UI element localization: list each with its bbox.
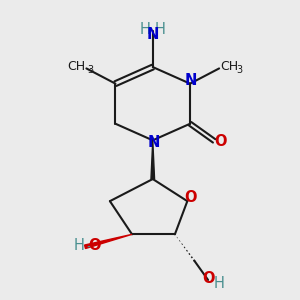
- Text: CH: CH: [220, 60, 238, 73]
- Polygon shape: [151, 140, 154, 179]
- Text: O: O: [214, 134, 226, 149]
- Text: N: N: [185, 73, 197, 88]
- Text: O: O: [202, 271, 215, 286]
- Text: O: O: [89, 238, 101, 253]
- Text: N: N: [147, 27, 159, 42]
- Text: O: O: [184, 190, 196, 205]
- Text: H: H: [140, 22, 151, 37]
- Text: H: H: [155, 22, 166, 37]
- Text: CH: CH: [67, 60, 85, 73]
- Text: H: H: [213, 276, 224, 291]
- Text: -: -: [86, 239, 92, 254]
- Text: N: N: [147, 135, 160, 150]
- Text: 3: 3: [87, 64, 93, 74]
- Text: H: H: [74, 238, 85, 253]
- Text: 3: 3: [236, 64, 242, 74]
- Polygon shape: [85, 234, 132, 248]
